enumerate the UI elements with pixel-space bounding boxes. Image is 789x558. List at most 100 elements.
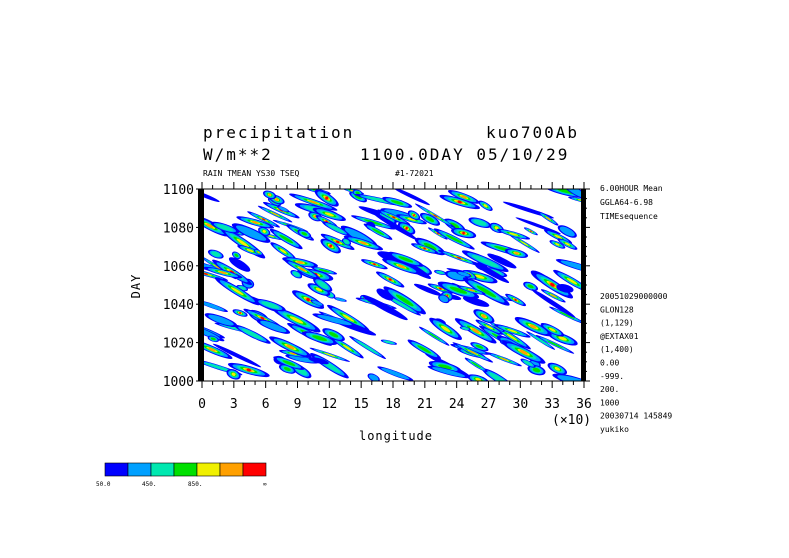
rain-contour [494, 226, 499, 230]
rain-contour [325, 196, 329, 200]
rain-streak [523, 227, 538, 236]
rain-contour [532, 367, 541, 373]
rain-contour [551, 294, 556, 298]
rain-streak [505, 293, 526, 307]
rain-contour [556, 284, 574, 293]
rain-streak [309, 347, 350, 362]
rain-contour [292, 271, 300, 277]
rain-streak [234, 324, 271, 344]
y-tick-label: 1000 [163, 375, 194, 390]
rain-contour [413, 283, 442, 296]
side-info-line: GGLA64-6.98 [600, 198, 653, 207]
rain-streak [226, 368, 241, 380]
rain-contour [246, 368, 251, 372]
rain-streak [269, 228, 303, 250]
rain-contour [445, 234, 463, 244]
rain-contour [546, 340, 564, 349]
rain-streak [464, 357, 488, 373]
rain-contour [417, 345, 432, 354]
colorbar-swatch [150, 462, 175, 477]
rain-contour [260, 320, 287, 333]
rain-contour [230, 287, 244, 296]
rain-streak [212, 343, 262, 368]
rain-streak [397, 222, 416, 235]
rain-contour [376, 288, 394, 301]
rain-streak [380, 339, 397, 345]
side-info-line: (1,129) [600, 319, 634, 328]
rain-contour [519, 240, 529, 246]
x-tick-label: 33 [544, 397, 560, 412]
title-right: kuo700Ab [486, 123, 579, 142]
rain-contour [208, 347, 216, 352]
rain-contour [433, 214, 438, 218]
rain-contour [558, 336, 567, 341]
colorbar-swatch [173, 462, 198, 477]
rain-streak [361, 259, 388, 270]
rain-streak [363, 223, 393, 240]
rain-streak [540, 322, 565, 337]
rain-streak [451, 227, 477, 239]
rain-streak [427, 283, 454, 294]
rain-contour [236, 225, 267, 241]
rain-streak [272, 307, 321, 333]
rain-streak [236, 216, 275, 229]
rain-contour [381, 367, 410, 380]
rain-streak [454, 318, 497, 344]
x-axis: 0 3 6 9 12 15 18 21 24 27 30 33 36 [198, 182, 592, 412]
rain-contour [312, 335, 328, 342]
x-tick-label: 21 [417, 397, 433, 412]
rain-contour [261, 301, 280, 309]
rain-contour [342, 344, 352, 351]
side-info-line: @EXTAX01 [600, 332, 639, 341]
rain-contour [384, 340, 394, 344]
rain-streak [341, 238, 352, 246]
rain-contour [208, 314, 234, 326]
rain-streak [312, 313, 357, 327]
rain-contour [457, 200, 462, 204]
rain-streak [473, 309, 495, 324]
rain-streak [311, 266, 338, 275]
rain-contour [425, 216, 435, 222]
rain-contour [560, 260, 584, 272]
rain-streak [447, 190, 480, 204]
rain-streak [508, 233, 540, 253]
rain-contour [368, 374, 379, 381]
rain-streak [557, 238, 578, 250]
rain-streak [535, 335, 575, 354]
rain-contour [527, 284, 534, 289]
rain-streak [310, 299, 324, 307]
rain-contour [282, 360, 296, 366]
rain-streak [467, 374, 489, 381]
rain-contour [487, 253, 517, 269]
rain-streak [343, 235, 384, 251]
rain-contour [301, 232, 308, 236]
rain-streak [515, 217, 561, 235]
y-tick-label: 1060 [163, 260, 194, 275]
x-tick-label: 36 [576, 397, 592, 412]
rain-streak [349, 335, 386, 360]
rain-contour [563, 189, 584, 198]
rain-contour [432, 367, 466, 377]
rain-contour [515, 217, 561, 235]
rain-streak [427, 365, 470, 379]
units-label: W/m**2 [203, 145, 273, 164]
rain-streak [376, 288, 394, 301]
rain-streak [415, 203, 456, 229]
rain-contour [507, 328, 518, 333]
rain-contour [475, 344, 484, 349]
rain-streak [376, 271, 405, 288]
rain-streak [289, 193, 338, 211]
rain-contour [405, 226, 408, 230]
y-axis-label: DAY [129, 274, 143, 299]
rain-streak [504, 248, 529, 258]
rain-contour [546, 217, 551, 220]
rain-streak [414, 237, 446, 256]
x-axis-label: longitude [359, 429, 433, 443]
rain-contour [327, 224, 345, 233]
side-info-line: 20051029000000 [600, 292, 668, 301]
rain-contour [267, 235, 275, 238]
rain-contour [392, 189, 430, 206]
rain-streak [413, 283, 442, 296]
colorbar-label: ∞ [263, 481, 267, 488]
rain-contour [231, 372, 236, 377]
